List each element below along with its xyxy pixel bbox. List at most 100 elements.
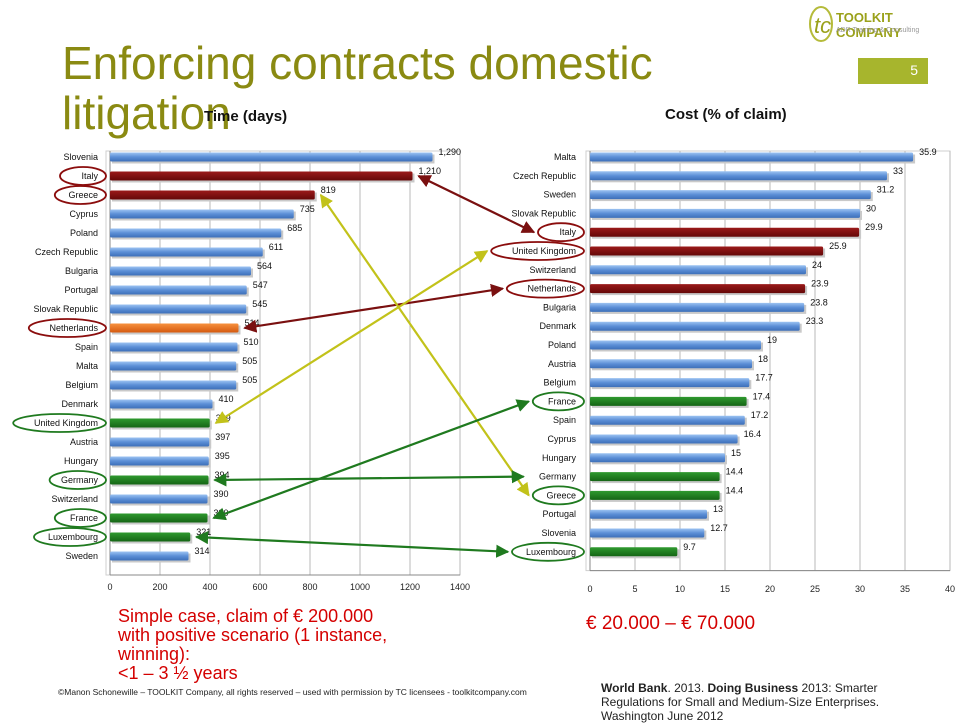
bar-slovak-republic	[110, 304, 247, 314]
data-label: 314	[195, 546, 210, 556]
highlight-ellipse	[511, 541, 585, 562]
data-label: 505	[242, 375, 257, 385]
bar-spain	[590, 415, 745, 425]
data-label: 29.9	[865, 222, 883, 232]
bar-france	[590, 396, 747, 406]
category-label: Spain	[553, 415, 576, 425]
data-label: 17.2	[751, 410, 769, 420]
data-label: 14.4	[726, 467, 744, 477]
x-tick-label: 0	[587, 584, 592, 594]
bar-denmark	[590, 321, 800, 331]
x-tick-label: 5	[632, 584, 637, 594]
x-tick-label: 800	[302, 582, 317, 592]
bar-united-kingdom	[110, 418, 210, 428]
x-tick-label: 20	[765, 584, 775, 594]
category-label: Austria	[548, 359, 576, 369]
highlight-ellipse	[53, 185, 107, 205]
category-label: Belgium	[65, 380, 98, 390]
source-text: . 2013.	[667, 681, 708, 695]
highlight-ellipse	[59, 166, 107, 186]
bar-greece	[110, 190, 315, 200]
note-left-line: with positive scenario (1 instance,	[118, 625, 388, 645]
data-label: 685	[287, 223, 302, 233]
bar-poland	[110, 228, 282, 238]
x-tick-label: 10	[675, 584, 685, 594]
data-label: 35.9	[919, 147, 937, 157]
data-label: 12.7	[710, 523, 728, 533]
bar-portugal	[590, 509, 707, 519]
bar-cyprus	[110, 209, 294, 219]
bar-austria	[590, 359, 752, 369]
bar-switzerland	[590, 265, 806, 275]
category-label: Sweden	[543, 190, 576, 200]
logo-tagline: ADR Training & Consulting	[836, 27, 920, 34]
bar-italy	[590, 227, 860, 237]
category-label: Greece	[68, 190, 98, 200]
category-label: Sweden	[65, 551, 98, 561]
data-label: 564	[257, 261, 272, 271]
page-number: 5	[858, 58, 928, 84]
bar-portugal	[110, 285, 247, 295]
source-bold: Doing Business	[707, 681, 799, 695]
category-label: Italy	[559, 227, 576, 237]
data-label: 17.7	[755, 373, 773, 383]
category-label: Hungary	[64, 456, 99, 466]
data-label: 30	[866, 203, 876, 213]
category-label: Poland	[548, 340, 576, 350]
category-label: Italy	[81, 171, 98, 181]
note-left-line: <1 – 3 ½ years	[118, 663, 238, 683]
x-tick-label: 30	[855, 584, 865, 594]
svg-text:tc: tc	[814, 13, 831, 38]
category-label: Denmark	[61, 399, 98, 409]
arrow-luxembourg	[194, 530, 510, 558]
data-label: 23.3	[806, 316, 824, 326]
bar-netherlands	[110, 323, 239, 333]
data-label: 410	[219, 394, 234, 404]
chart-title-time: Time (days)	[204, 108, 288, 125]
logo-name: TOOLKIT COMPANY	[836, 10, 902, 40]
x-tick-label: 600	[252, 582, 267, 592]
bar-switzerland	[110, 494, 208, 504]
data-label: 33	[893, 166, 903, 176]
arrow-germany	[213, 470, 525, 487]
highlight-ellipse	[537, 222, 585, 243]
highlight-ellipse	[48, 470, 107, 490]
category-label: Luxembourg	[48, 532, 98, 542]
highlight-ellipse	[27, 318, 107, 338]
data-label: 547	[253, 280, 268, 290]
bar-austria	[110, 437, 210, 447]
note-left-line: Simple case, claim of € 200.000	[118, 606, 374, 626]
cost-percent-chart: 0 5 10 15 20 25 30 35 40 35.9 Malta 33 Czech Republi…	[490, 147, 955, 594]
category-label: Malta	[76, 361, 98, 371]
category-label: Germany	[61, 475, 99, 485]
highlight-ellipse	[531, 391, 585, 412]
category-label: Hungary	[542, 453, 577, 463]
bar-hungary	[590, 453, 725, 463]
data-label: 31.2	[877, 185, 895, 195]
page-title: Enforcing contracts domestic litigation	[62, 37, 653, 139]
category-label: Bulgaria	[65, 266, 98, 276]
data-label: 611	[269, 242, 283, 252]
bar-greece	[590, 490, 720, 500]
category-label: Greece	[546, 490, 576, 500]
x-tick-label: 15	[720, 584, 730, 594]
category-label: Denmark	[539, 321, 576, 331]
category-label: Luxembourg	[526, 547, 576, 557]
x-tick-label: 1400	[450, 582, 470, 592]
category-label: Slovak Republic	[511, 208, 576, 218]
bar-sweden	[590, 190, 871, 200]
highlight-ellipse	[531, 485, 585, 506]
data-label: 394	[215, 470, 230, 480]
data-label: 23.9	[811, 279, 829, 289]
category-label: France	[548, 396, 576, 406]
category-label: Cyprus	[69, 209, 98, 219]
category-label: Slovenia	[541, 528, 576, 538]
data-label: 819	[321, 185, 336, 195]
bar-czech-republic	[110, 247, 263, 257]
category-label: Malta	[554, 152, 576, 162]
bar-sweden	[110, 551, 189, 561]
source-citation: World Bank. 2013. Doing Business 2013: S…	[601, 681, 941, 723]
x-tick-label: 35	[900, 584, 910, 594]
category-label: Netherlands	[527, 284, 576, 294]
category-label: United Kingdom	[512, 246, 576, 256]
